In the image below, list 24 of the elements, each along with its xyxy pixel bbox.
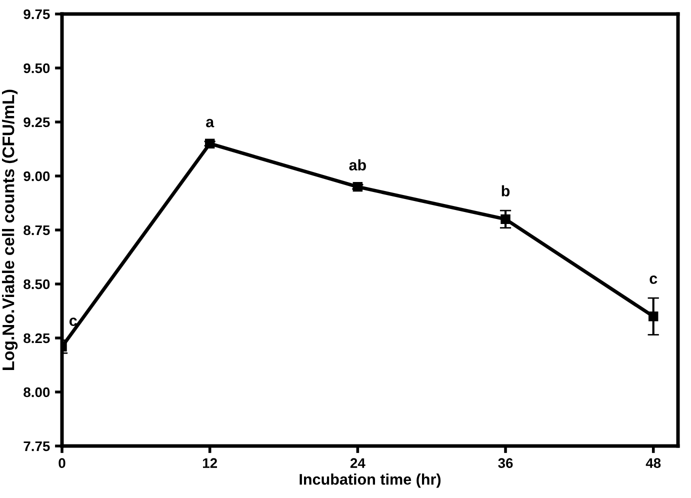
annotation: c: [650, 276, 658, 284]
annotation: b: [502, 185, 510, 196]
annotation: c: [69, 318, 77, 326]
y-tick-label: 9.25: [24, 117, 50, 128]
y-tick-label: 8.50: [24, 279, 50, 290]
x-tick-label: 24: [350, 458, 366, 468]
x-tick-label: 0: [58, 458, 66, 468]
annotation: ab: [349, 159, 366, 171]
y-axis-title: Log.No.Viable cell counts (CFU/mL): [2, 90, 18, 370]
y-tick-label: 9.00: [24, 171, 50, 182]
x-axis-title: Incubation time (hr): [300, 474, 441, 488]
x-tick-label: 48: [646, 458, 661, 468]
y-tick-label: 8.25: [24, 333, 50, 344]
x-tick-label: 12: [202, 458, 218, 468]
point: [648, 312, 658, 322]
x-tick-label: 36: [498, 458, 513, 468]
annotation: a: [206, 118, 214, 128]
point: [500, 214, 510, 224]
y-tick-label: 8.00: [24, 387, 50, 398]
y-tick-label: 8.75: [24, 225, 50, 236]
point: [204, 138, 215, 148]
y-tick-label: 9.50: [24, 63, 50, 74]
y-tick-label: 7.75: [24, 441, 50, 452]
y-tick-label: 9.75: [24, 9, 50, 20]
